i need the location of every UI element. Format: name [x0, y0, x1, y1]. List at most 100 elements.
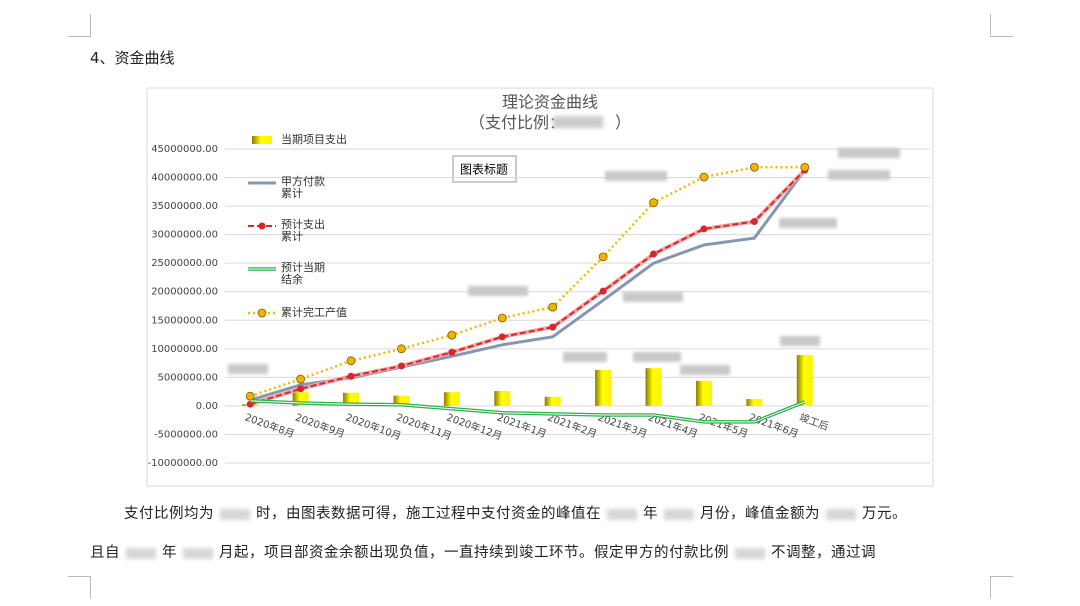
blurred-text	[664, 508, 694, 520]
paragraph-text: 月起，项目部资金余额出现负值，一直持续到竣工环节。假定甲方的付款比例	[219, 545, 729, 561]
blurred-label	[633, 352, 681, 362]
point	[447, 330, 457, 340]
blurred-label	[468, 286, 528, 296]
point	[549, 323, 557, 331]
point	[649, 198, 658, 208]
y-tick-label: 45000000.00	[151, 144, 218, 155]
bar	[393, 395, 410, 406]
legend-label: 预计当期结余	[281, 260, 325, 286]
corner-mark	[990, 14, 1013, 37]
blurred-text	[126, 547, 156, 559]
blurred-text	[607, 508, 637, 520]
legend-label-line: 预计当期	[281, 260, 325, 274]
point	[598, 252, 608, 262]
paragraph-text: 且自	[90, 545, 120, 561]
legend-label-line: 累计	[281, 230, 303, 243]
blurred-label	[828, 170, 890, 180]
legend-label: 预计支出累计	[281, 217, 325, 243]
blurred-label	[228, 364, 268, 374]
paragraph-text: 时，由图表数据可得，施工过程中支付资金的峰值在	[256, 506, 601, 522]
point	[800, 162, 810, 172]
blurred-label	[779, 218, 837, 228]
legend-swatch	[252, 136, 272, 144]
series-line	[249, 166, 805, 398]
y-tick-label: 35000000.00	[151, 201, 218, 212]
bar	[796, 355, 813, 406]
blurred-label	[838, 148, 900, 158]
bar	[544, 396, 561, 406]
paragraph-text: 支付比例均为	[124, 506, 214, 522]
point	[699, 172, 709, 182]
series-line-inner	[250, 400, 805, 423]
paragraph-line: 支付比例均为 时，由图表数据可得，施工过程中支付资金的峰值在 年 月份，峰值金额为 万元…	[124, 502, 907, 523]
bar	[443, 392, 460, 406]
legend-label-line: 结余	[281, 272, 303, 286]
blurred-text	[735, 547, 765, 559]
y-tick-label: 40000000.00	[151, 173, 218, 184]
legend-label: 累计完工产值	[281, 305, 347, 319]
blurred-label	[680, 365, 730, 375]
y-tick-label: 20000000.00	[151, 287, 218, 298]
paragraph-text: 年	[162, 545, 177, 561]
legend-marker	[258, 222, 266, 230]
blurred-text	[826, 508, 856, 520]
paragraph-line: 且自 年 月起，项目部资金余额出现负值，一直持续到竣工环节。假定甲方的付款比例 不调整…	[90, 541, 876, 562]
point	[397, 344, 406, 354]
bar	[695, 380, 712, 406]
paragraph-text: 万元。	[862, 506, 907, 522]
legend-label-line: 甲方付款	[281, 174, 325, 188]
y-tick-label: -10000000.00	[148, 458, 218, 469]
corner-mark	[68, 14, 91, 37]
y-tick-label: 10000000.00	[151, 344, 218, 355]
point	[397, 362, 405, 370]
bar	[746, 399, 763, 406]
y-tick-label: 0.00	[196, 401, 218, 412]
legend-label-line: 预计支出	[281, 217, 325, 231]
point	[498, 333, 506, 341]
point	[650, 250, 658, 258]
point	[347, 372, 355, 380]
blurred-label	[780, 336, 820, 346]
point	[750, 218, 758, 226]
point	[448, 348, 456, 356]
paragraph-text: 月份，峰值金额为	[700, 506, 820, 522]
blurred-text	[220, 508, 250, 520]
placeholder-text: 图表标题	[460, 163, 508, 177]
corner-mark	[68, 576, 91, 599]
subtitle-part: （支付比例：	[469, 113, 557, 132]
point	[296, 374, 306, 384]
legend-label: 当期项目支出	[281, 132, 347, 146]
point	[599, 287, 607, 295]
blurred-label	[563, 352, 607, 362]
chart-subtitle: （支付比例： ）	[469, 113, 631, 132]
bar	[645, 368, 662, 406]
chart-frame	[146, 87, 934, 487]
y-tick-label: 30000000.00	[151, 230, 218, 241]
blurred-text	[183, 547, 213, 559]
paragraph-text: 不调整，通过调	[771, 545, 876, 561]
y-tick-label: 25000000.00	[151, 258, 218, 269]
paragraph-text: 年	[643, 506, 658, 522]
blurred-label	[623, 292, 683, 302]
point	[548, 302, 558, 312]
bar	[494, 391, 511, 406]
y-tick-label: 15000000.00	[151, 315, 218, 326]
point	[700, 225, 708, 233]
legend-marker	[257, 308, 267, 318]
legend-label: 甲方付款累计	[281, 174, 325, 200]
point	[749, 162, 759, 172]
point	[297, 385, 305, 393]
chart-title: 理论资金曲线	[502, 93, 598, 112]
point	[497, 313, 507, 323]
subtitle-part: ）	[615, 113, 631, 132]
series-line	[249, 168, 807, 407]
bar	[595, 369, 612, 406]
point	[245, 391, 255, 401]
point	[346, 356, 356, 366]
y-tick-label: 5000000.00	[158, 372, 218, 383]
heading: 4、资金曲线	[90, 49, 175, 67]
y-tick-label: -5000000.00	[154, 429, 218, 440]
legend-label-line: 累计	[281, 187, 303, 200]
